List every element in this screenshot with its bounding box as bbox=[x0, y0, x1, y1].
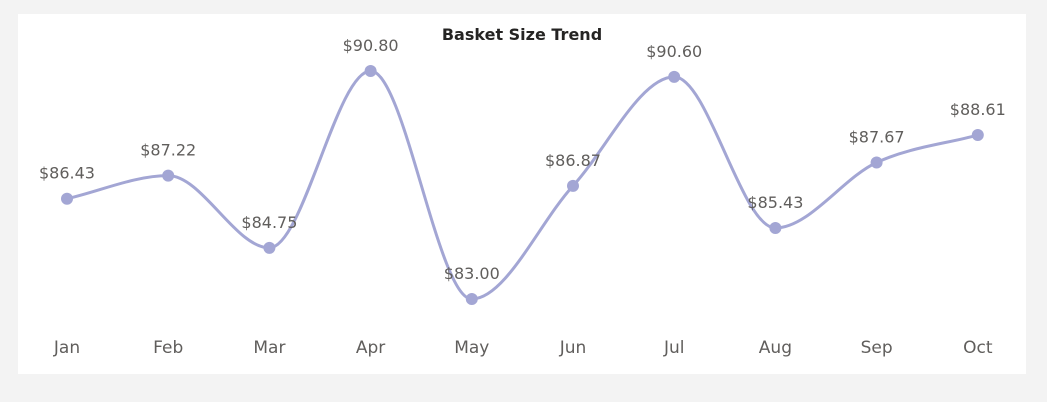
data-point-mar[interactable] bbox=[263, 241, 276, 254]
x-tick-label-jul: Jul bbox=[663, 338, 685, 358]
data-label-jan: $86.43 bbox=[39, 164, 95, 183]
x-tick-label-sep: Sep bbox=[861, 338, 893, 358]
x-tick-label-feb: Feb bbox=[153, 338, 183, 358]
data-label-oct: $88.61 bbox=[950, 100, 1006, 119]
data-point-aug[interactable] bbox=[769, 221, 782, 234]
data-point-jun[interactable] bbox=[567, 179, 579, 192]
data-label-jun: $86.87 bbox=[545, 151, 601, 170]
x-tick-label-mar: Mar bbox=[253, 338, 285, 358]
chart-title: Basket Size Trend bbox=[441, 25, 603, 44]
data-point-apr[interactable] bbox=[364, 65, 377, 77]
series-layer bbox=[61, 65, 984, 305]
x-axis-ticks: Jan Feb Mar Apr May Jun Jul Aug Sep Oct bbox=[53, 338, 993, 358]
data-label-may: $83.00 bbox=[444, 264, 500, 283]
data-point-oct[interactable] bbox=[971, 129, 984, 142]
data-label-aug: $85.43 bbox=[747, 193, 803, 212]
x-tick-label-aug: Aug bbox=[759, 338, 792, 358]
data-point-jan[interactable] bbox=[61, 192, 73, 205]
data-point-sep[interactable] bbox=[870, 156, 883, 169]
x-tick-label-oct: Oct bbox=[963, 338, 993, 358]
data-label-jul: $90.60 bbox=[646, 42, 702, 61]
data-label-mar: $84.75 bbox=[241, 213, 297, 232]
data-label-feb: $87.22 bbox=[140, 141, 196, 160]
series-line bbox=[66, 69, 979, 301]
data-point-jul[interactable] bbox=[668, 70, 681, 83]
data-label-sep: $87.67 bbox=[849, 127, 905, 146]
x-tick-label-jan: Jan bbox=[53, 338, 80, 358]
x-tick-label-jun: Jun bbox=[559, 338, 587, 358]
data-labels: $86.43 $87.22 $84.75 $90.80 $83.00 $86.87 $90.… bbox=[39, 36, 1006, 283]
x-tick-label-apr: Apr bbox=[356, 338, 385, 358]
data-label-apr: $90.80 bbox=[343, 36, 399, 55]
chart-card: Basket Size Trend $86.43 $87.22 $84.75 $90.… bbox=[18, 14, 1026, 374]
data-point-feb[interactable] bbox=[162, 169, 175, 182]
data-point-may[interactable] bbox=[465, 293, 478, 305]
line-chart: $86.43 $87.22 $84.75 $90.80 $83.00 $86.87 $90.… bbox=[39, 36, 1006, 358]
x-tick-label-may: May bbox=[454, 338, 489, 358]
